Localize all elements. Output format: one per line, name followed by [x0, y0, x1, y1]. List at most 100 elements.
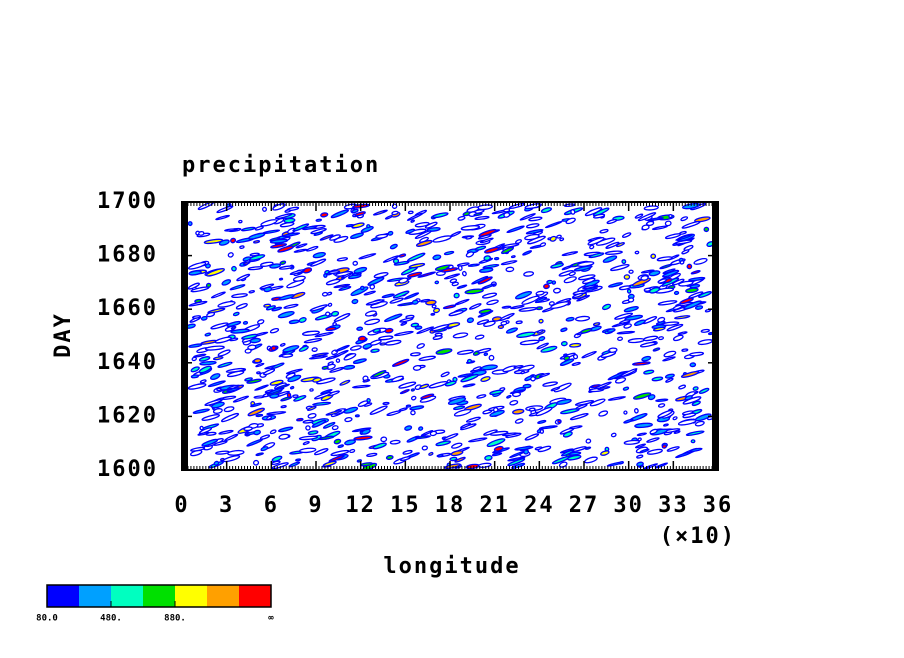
precip-streak: [380, 436, 388, 443]
precip-streak: [269, 238, 289, 244]
x-tick-label: 27: [569, 493, 600, 518]
precip-streak: [510, 255, 516, 259]
precip-streak: [552, 287, 562, 294]
precip-streak: [204, 332, 212, 337]
x-multiplier: (×10): [660, 524, 736, 549]
precip-streak: [349, 345, 362, 351]
precip-streak: [466, 317, 474, 324]
precip-streak: [247, 407, 265, 417]
precip-streak: [673, 290, 680, 296]
precip-streak: [642, 335, 659, 342]
y-axis-label: DAY: [51, 312, 76, 358]
precip-streak: [595, 237, 616, 246]
precip-streak: [279, 342, 286, 347]
precip-streak: [253, 358, 262, 364]
precip-streak: [215, 450, 230, 455]
precip-streak: [632, 361, 651, 366]
precip-streak: [190, 286, 210, 293]
precip-streak: [249, 254, 266, 261]
precip-streak: [505, 327, 518, 334]
precip-streak: [515, 290, 533, 300]
precip-streak: [392, 258, 400, 264]
precip-streak: [230, 328, 250, 334]
precip-streak: [489, 430, 509, 436]
precip-streak: [206, 311, 216, 318]
precip-streak: [549, 235, 557, 242]
precip-streak: [646, 448, 663, 455]
precip-streak: [312, 401, 332, 406]
precip-streak: [326, 291, 333, 296]
precip-streak: [569, 342, 582, 348]
precip-streak: [597, 386, 611, 391]
precip-streak: [679, 297, 694, 305]
precip-streak: [636, 454, 644, 459]
precip-streak: [211, 401, 225, 409]
precip-streak: [448, 264, 454, 270]
precip-streak: [270, 362, 285, 370]
precip-streak: [617, 336, 624, 341]
precip-streak: [473, 212, 483, 217]
precip-streak: [305, 245, 319, 252]
precip-streak: [649, 287, 660, 294]
precip-streak: [399, 388, 410, 395]
precip-streak: [677, 331, 688, 336]
precip-streak: [461, 270, 467, 277]
precip-streak: [503, 208, 511, 213]
precip-streak: [200, 339, 218, 345]
precip-streak: [281, 353, 294, 358]
x-tick-label: 21: [479, 493, 510, 518]
precip-streak: [476, 394, 487, 399]
precip-streak: [430, 324, 450, 332]
precip-streak: [248, 290, 256, 294]
precip-streak: [491, 452, 503, 457]
precip-streak: [506, 394, 512, 399]
precip-streak: [372, 209, 388, 216]
precip-streak: [339, 379, 351, 386]
precip-streak: [606, 328, 616, 333]
precip-streak: [571, 361, 581, 366]
precip-streak: [327, 361, 334, 366]
precip-streak: [681, 249, 690, 255]
precip-streak: [681, 348, 689, 352]
precip-streak: [646, 220, 655, 226]
precip-streak: [354, 211, 366, 217]
precip-streak: [634, 250, 640, 255]
precip-streak: [407, 210, 414, 215]
precip-streak: [652, 347, 661, 352]
precip-streak: [386, 410, 402, 417]
precip-streak: [402, 450, 413, 455]
precip-streak: [382, 255, 400, 263]
precip-streak: [357, 335, 367, 342]
precip-streak: [662, 269, 680, 278]
precip-streak: [270, 345, 277, 352]
precip-streak: [405, 228, 416, 234]
precip-streak: [674, 315, 691, 320]
precip-streak: [703, 226, 710, 233]
precip-streak: [331, 425, 339, 431]
precip-streak: [370, 348, 380, 353]
precip-streak: [568, 271, 576, 277]
precip-streak: [351, 208, 359, 214]
precip-streak: [479, 267, 494, 273]
precip-streak: [227, 449, 245, 456]
precip-streak: [399, 456, 411, 461]
precip-streak: [337, 444, 344, 449]
precip-streak: [190, 366, 200, 373]
precip-streak: [187, 221, 193, 227]
precip-streak: [253, 395, 265, 399]
precip-streak: [384, 327, 394, 334]
precip-streak: [530, 376, 536, 382]
precip-streak: [344, 439, 356, 446]
precip-streak: [623, 439, 640, 445]
precip-streak: [673, 430, 681, 435]
precip-streak: [409, 405, 425, 411]
precip-streak: [191, 356, 197, 362]
precip-streak: [213, 440, 228, 446]
precip-streak: [637, 437, 642, 442]
precip-streak: [616, 330, 636, 335]
precip-streak: [483, 352, 489, 357]
precip-streak: [231, 265, 237, 272]
precip-streak: [231, 293, 248, 299]
precip-streak: [224, 228, 239, 232]
